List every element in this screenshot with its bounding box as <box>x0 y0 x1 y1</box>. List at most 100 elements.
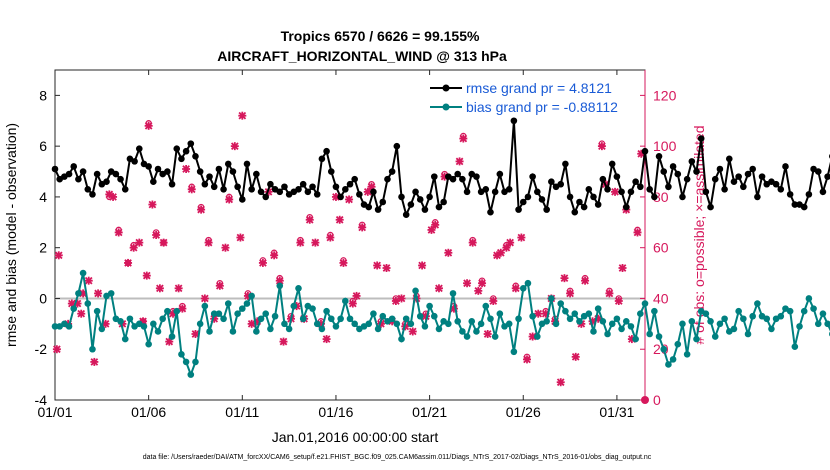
bias-point <box>566 315 574 323</box>
rmse-point <box>777 186 785 193</box>
rmse-point <box>637 183 644 191</box>
bias-point <box>365 320 373 328</box>
legend: rmse grand pr = 4.8121 bias grand pr = -0… <box>430 80 618 115</box>
rmse-point <box>281 183 288 191</box>
bias-point <box>702 310 710 317</box>
bias-point <box>192 358 199 366</box>
axis-ticks-layer: 01/01 01/06 01/11 01/16 01/21 01/26 01/31 -4 -2 0… <box>35 70 677 420</box>
rmse-point <box>351 175 358 183</box>
obs-assimilated-marker <box>418 261 427 270</box>
obs-assimilated-marker <box>238 111 247 120</box>
bias-point <box>473 328 480 335</box>
rmse-point <box>220 186 227 193</box>
obs-assimilated-marker <box>335 215 344 224</box>
bias-point <box>89 345 96 353</box>
rmse-point <box>168 180 176 188</box>
rmse-point <box>590 193 597 201</box>
rmse-point <box>711 175 719 183</box>
bias-point <box>683 351 691 358</box>
rmse-point <box>295 186 302 193</box>
bias-point <box>262 310 270 317</box>
y-right-tick-label: 80 <box>653 189 669 205</box>
bias-point <box>487 315 494 323</box>
bias-point <box>299 315 307 323</box>
rmse-point <box>103 178 110 185</box>
rmse-point <box>683 175 691 183</box>
bias-point <box>707 318 714 325</box>
bias-point <box>721 315 728 323</box>
rmse-point <box>145 163 152 170</box>
bias-point <box>791 343 799 350</box>
rmse-point <box>379 198 387 206</box>
bias-point <box>267 325 274 333</box>
rmse-point <box>229 168 237 175</box>
bias-point <box>271 312 279 320</box>
bias-point <box>210 310 218 317</box>
rmse-point <box>337 193 344 201</box>
bias-point <box>768 325 775 333</box>
bias-point <box>164 307 171 315</box>
bias-point <box>388 315 396 323</box>
rmse-point <box>416 196 424 203</box>
bias-point <box>337 315 344 323</box>
bias-point <box>548 295 555 302</box>
obs-possible-marker <box>634 226 641 234</box>
bias-point <box>70 305 78 312</box>
rmse-point <box>515 206 522 213</box>
rmse-point <box>421 206 429 213</box>
rmse-point <box>262 193 270 201</box>
rmse-point <box>749 165 756 173</box>
rmse-point <box>529 173 536 180</box>
y-left-tick-label: 8 <box>39 87 47 103</box>
rmse-point <box>604 186 611 193</box>
rmse-point <box>318 155 326 163</box>
rmse-point <box>75 175 82 183</box>
obs-possible-marker <box>145 120 152 127</box>
obs-assimilated-marker <box>94 289 103 298</box>
bias-point <box>140 323 148 330</box>
rmse-point <box>679 193 686 201</box>
bias-point <box>421 323 429 330</box>
bias-point <box>121 335 129 343</box>
rmse-point <box>430 173 438 180</box>
bias-point <box>632 335 639 343</box>
bias-point <box>126 315 134 323</box>
rmse-point <box>342 186 349 193</box>
rmse-point <box>693 168 700 175</box>
rmse-point <box>253 170 260 178</box>
rmse-point <box>613 173 621 180</box>
bias-point <box>454 318 461 325</box>
obs-possible-marker <box>216 279 224 287</box>
axis-zero-marker <box>641 396 649 404</box>
rmse-point <box>622 203 630 211</box>
rmse-point <box>814 168 822 175</box>
bias-point <box>178 351 185 358</box>
bias-point <box>646 330 653 338</box>
rmse-point <box>725 155 733 163</box>
obs-possible-marker <box>512 282 520 290</box>
obs-assimilated-marker <box>200 294 209 303</box>
bias-point <box>688 318 696 325</box>
rmse-point <box>192 153 199 160</box>
obs-possible-marker <box>368 180 375 188</box>
rmse-point <box>627 188 635 196</box>
bias-point <box>660 345 668 353</box>
x-tick-label: 01/21 <box>412 404 447 420</box>
bias-point <box>309 305 316 312</box>
rmse-point <box>730 178 738 185</box>
rmse-point <box>538 196 546 203</box>
obs-possible-marker <box>205 236 212 244</box>
bias-point <box>407 320 415 328</box>
bias-point <box>445 320 452 328</box>
bias-point <box>313 320 321 328</box>
bias-point <box>295 285 302 292</box>
rmse-point <box>646 186 653 193</box>
rmse-point <box>93 170 101 178</box>
bias-point <box>351 320 358 328</box>
bias-point <box>744 330 752 338</box>
obs-possible-marker <box>188 183 195 191</box>
bias-point <box>196 320 204 328</box>
rmse-point <box>299 180 307 188</box>
x-tick-label: 01/06 <box>131 404 166 420</box>
rmse-point <box>669 163 677 170</box>
